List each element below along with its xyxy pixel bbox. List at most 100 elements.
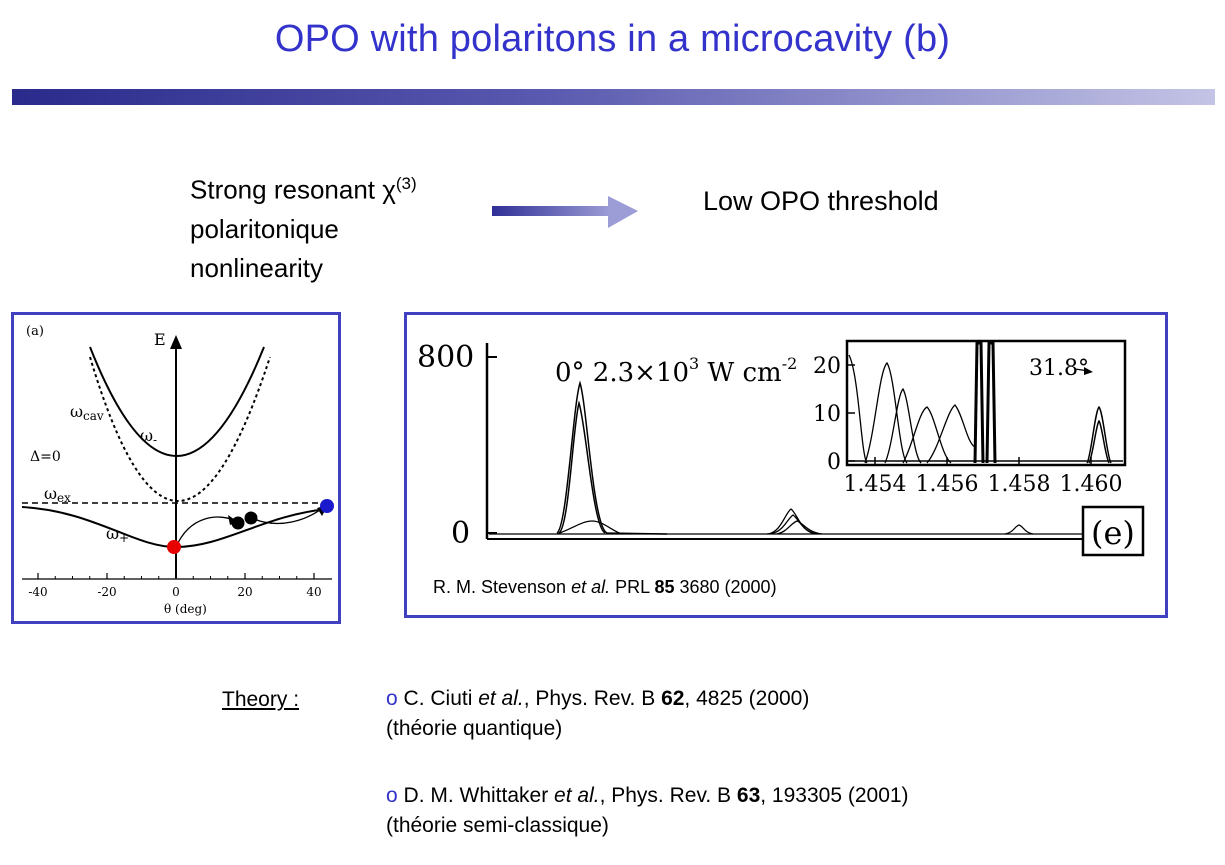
- y-tick-label-800: 800: [417, 340, 474, 375]
- theta-axis-label: θ (deg): [164, 602, 207, 616]
- reference-1-volume: 62: [661, 687, 685, 710]
- exciton-omega: ω: [44, 484, 57, 503]
- chi-symbol: χ: [382, 174, 396, 205]
- pump-annotation: 0° 2.3×103 W cm-2: [555, 354, 797, 388]
- inset-angle-arrowhead-icon: [1084, 367, 1093, 375]
- inset-x-tick-label-1: 1.456: [916, 472, 979, 497]
- theory-reference-1: o C. Ciuti et al., Phys. Rev. B 62, 4825…: [386, 684, 809, 744]
- inset-x-ticks: 1.454 1.456 1.458 1.460: [844, 457, 1122, 497]
- claim-line-1: Strong resonant χ(3): [190, 164, 417, 210]
- reference-2-volume: 63: [736, 784, 761, 807]
- lower-omega: ω: [106, 524, 119, 543]
- inset-y-tick-label-1: 10: [813, 402, 841, 427]
- upper-polariton-curve: [89, 346, 265, 457]
- citation-journal: PRL: [610, 577, 655, 597]
- theta-tick-label-0: -40: [28, 585, 47, 599]
- cavity-subscript: cav: [83, 409, 104, 423]
- inset-right-peak-1: [1086, 405, 1112, 464]
- inset-x-tick-label-2: 1.458: [988, 472, 1051, 497]
- cavity-label: ωcav: [70, 402, 104, 423]
- reference-1-bullet: o: [386, 687, 398, 710]
- lower-polariton-label: ω+: [106, 524, 129, 545]
- reference-2-authors: D. M. Whittaker: [397, 784, 555, 807]
- citation-rest: 3680 (2000): [674, 577, 777, 597]
- inset-y-tick-label-0: 20: [813, 354, 841, 379]
- main-peak-curve-2: [558, 400, 606, 534]
- theta-tick-label-1: -20: [97, 585, 116, 599]
- claim-line-3: nonlinearity: [190, 252, 323, 283]
- inset-right-peak-2: [1088, 419, 1110, 464]
- cavity-mode-curve: [89, 356, 271, 502]
- small-peak-curve: [1004, 524, 1034, 535]
- inset-curve-5: [926, 404, 976, 464]
- reference-1-line: o C. Ciuti et al., Phys. Rev. B 62, 4825…: [386, 684, 809, 714]
- figure-citation: R. M. Stevenson et al. PRL 85 3680 (2000…: [433, 577, 777, 598]
- figure-a-label: (a): [26, 324, 44, 339]
- citation-authors: R. M. Stevenson: [433, 577, 572, 597]
- slide-title: OPO with polaritons in a microcavity (b): [274, 18, 951, 60]
- title-gradient-bar: [12, 89, 1215, 105]
- inset-central-peak-1: [973, 341, 985, 464]
- right-arrow-icon: [492, 196, 638, 228]
- theta-tick-label-3: 20: [237, 585, 252, 599]
- exciton-label: ωex: [44, 484, 71, 505]
- upper-omega: ω: [140, 426, 153, 445]
- pump-pair-dot-1: [231, 516, 245, 530]
- spectrum-plot: 800 0 0° 2.3×103 W cm-2 31.8° 20 10 0 1.45…: [417, 339, 1145, 557]
- energy-axis-arrow-icon: [170, 335, 182, 349]
- claim-effect: Low OPO threshold: [703, 186, 939, 216]
- reference-1-authors: C. Ciuti: [397, 687, 479, 710]
- energy-axis-label: E: [154, 330, 166, 349]
- exciton-subscript: ex: [57, 491, 71, 505]
- cavity-omega: ω: [70, 402, 83, 421]
- reference-2-journal: , Phys. Rev. B: [599, 784, 737, 807]
- mid-peak-curve-2: [768, 514, 820, 535]
- reference-1-etal: et al.: [478, 687, 524, 710]
- citation-etal: et al.: [571, 577, 611, 597]
- theory-label: Theory :: [222, 688, 300, 711]
- reference-1-note: (théorie quantique): [386, 717, 563, 740]
- pump-annotation-main: 0° 2.3×10: [555, 358, 689, 388]
- dispersion-diagram: (a) E ωcav ω- Δ=0 ωex ω+ -40 -20 0 20 40 θ (…: [21, 324, 334, 616]
- claim-line-1-text: Strong resonant: [190, 174, 383, 205]
- inset-x-tick-label-0: 1.454: [844, 472, 907, 497]
- inset-curve-2: [864, 361, 908, 464]
- inset-curve-4: [902, 406, 952, 464]
- dispersion-figure-panel: (a) E ωcav ω- Δ=0 ωex ω+ -40 -20 0 20 40 θ (…: [11, 312, 341, 624]
- panel-e-label: (e): [1091, 514, 1135, 552]
- theta-tick-label-2: 0: [172, 585, 180, 599]
- spectrum-figure-panel: 800 0 0° 2.3×103 W cm-2 31.8° 20 10 0 1.45…: [404, 312, 1168, 618]
- upper-polariton-label: ω-: [140, 426, 157, 447]
- theory-reference-2: o D. M. Whittaker et al., Phys. Rev. B 6…: [386, 781, 909, 841]
- reference-1-journal: , Phys. Rev. B: [523, 687, 662, 710]
- pump-annotation-units-exp: -2: [782, 354, 798, 373]
- pump-annotation-exp: 3: [689, 354, 699, 373]
- inset-curve-3: [884, 387, 922, 464]
- inset-y-tick-label-2: 0: [827, 450, 841, 475]
- y-tick-label-0: 0: [451, 516, 470, 551]
- citation-volume: 85: [654, 577, 675, 597]
- reference-2-note: (théorie semi-classique): [386, 814, 609, 837]
- mid-peak-curve-3: [776, 520, 823, 535]
- reference-2-rest: , 193305 (2001): [760, 784, 909, 807]
- inset-angle-annotation: 31.8°: [1029, 356, 1089, 381]
- pump-pair-dot-2: [244, 511, 258, 525]
- theta-tick-label-4: 40: [306, 585, 321, 599]
- reference-1-rest: , 4825 (2000): [684, 687, 810, 710]
- chi-superscript: (3): [395, 174, 417, 193]
- upper-subscript: -: [153, 433, 157, 447]
- main-peak-curve-1: [556, 380, 668, 535]
- panel-e-label-box: [1081, 505, 1145, 557]
- lower-subscript: +: [119, 531, 129, 545]
- claim-line-2: polaritonique: [190, 213, 339, 244]
- reference-2-bullet: o: [386, 784, 398, 807]
- idler-dot: [320, 499, 334, 513]
- claim-cause: Strong resonant χ(3) polaritonique nonli…: [190, 164, 417, 288]
- pump-annotation-units: W cm: [699, 358, 781, 388]
- theta-ticks: -40 -20 0 20 40: [28, 573, 322, 599]
- inset-y-ticks: 20 10 0: [813, 354, 855, 475]
- reference-2-line: o D. M. Whittaker et al., Phys. Rev. B 6…: [386, 781, 909, 811]
- signal-dot: [167, 540, 181, 554]
- inset-central-peak-2: [985, 341, 997, 464]
- detuning-label: Δ=0: [30, 449, 61, 465]
